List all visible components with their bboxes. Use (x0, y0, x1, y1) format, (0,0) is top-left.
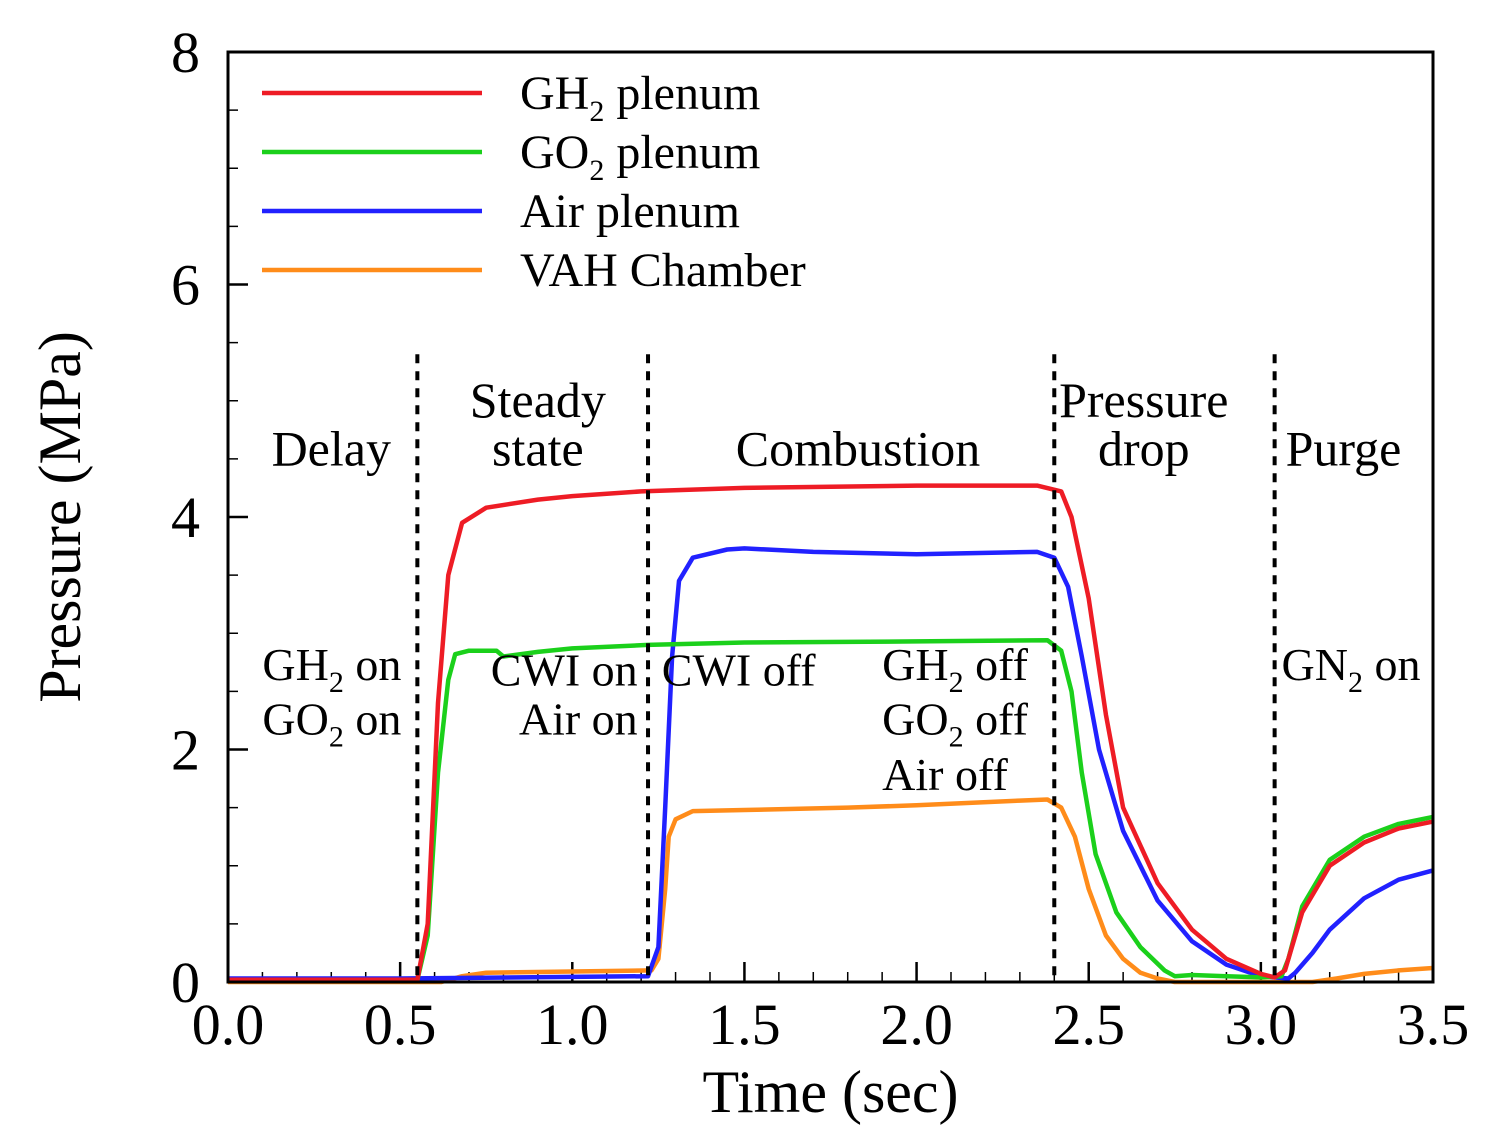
x-tick-label: 0.5 (364, 992, 437, 1057)
phase-label: drop (1098, 420, 1190, 476)
event-label: CWI on (491, 645, 638, 696)
plot-frame (226, 50, 1435, 984)
y-tick-label: 2 (171, 718, 200, 783)
series-line-gh2-plenum (228, 483, 1434, 982)
x-tick-label: 3.5 (1397, 992, 1470, 1057)
phase-label: Combustion (736, 420, 980, 476)
legend-entry: GO2 plenum (520, 126, 760, 187)
x-tick-label: 3.0 (1225, 992, 1298, 1057)
event-label: Air on (519, 693, 638, 744)
x-axis-title: Time (sec) (702, 1059, 958, 1125)
y-tick-label: 0 (171, 950, 200, 1015)
event-label: CWI off (662, 645, 816, 696)
series-line-air-plenum (228, 546, 1434, 981)
legend-entry: VAH Chamber (520, 244, 806, 297)
event-label: GO2 on (262, 693, 401, 753)
phase-label: state (492, 420, 584, 476)
event-label: GN2 on (1282, 639, 1421, 699)
x-tick-label: 2.0 (880, 992, 953, 1057)
phase-label: Purge (1286, 420, 1402, 476)
phase-label: Steady (470, 372, 606, 428)
y-tick-label: 6 (171, 253, 200, 318)
x-tick-label: 1.5 (708, 992, 781, 1057)
series-line-vah-chamber (228, 797, 1434, 985)
event-label: GH2 off (882, 639, 1028, 699)
x-tick-label: 2.5 (1052, 992, 1125, 1057)
event-label: GO2 off (882, 693, 1028, 753)
phase-layer (415, 354, 1277, 982)
event-label: GH2 on (262, 639, 401, 699)
series-layer (228, 483, 1434, 985)
y-tick-label: 8 (171, 20, 200, 85)
x-tick-label: 1.0 (536, 992, 609, 1057)
x-tick-label: 0.0 (192, 992, 265, 1057)
phase-label: Pressure (1059, 372, 1228, 428)
phase-label: Delay (272, 420, 391, 476)
y-tick-label: 4 (171, 485, 200, 550)
tick-layer: 0.0 0.5 1.0 1.5 2.0 2.5 3.0 3.5 0 2 4 6 8 (171, 20, 1469, 1057)
y-axis-title: Pressure (MPa) (27, 331, 93, 703)
event-label: Air off (882, 749, 1008, 800)
legend-entry: GH2 plenum (520, 67, 760, 128)
legend-entry: Air plenum (520, 185, 740, 238)
